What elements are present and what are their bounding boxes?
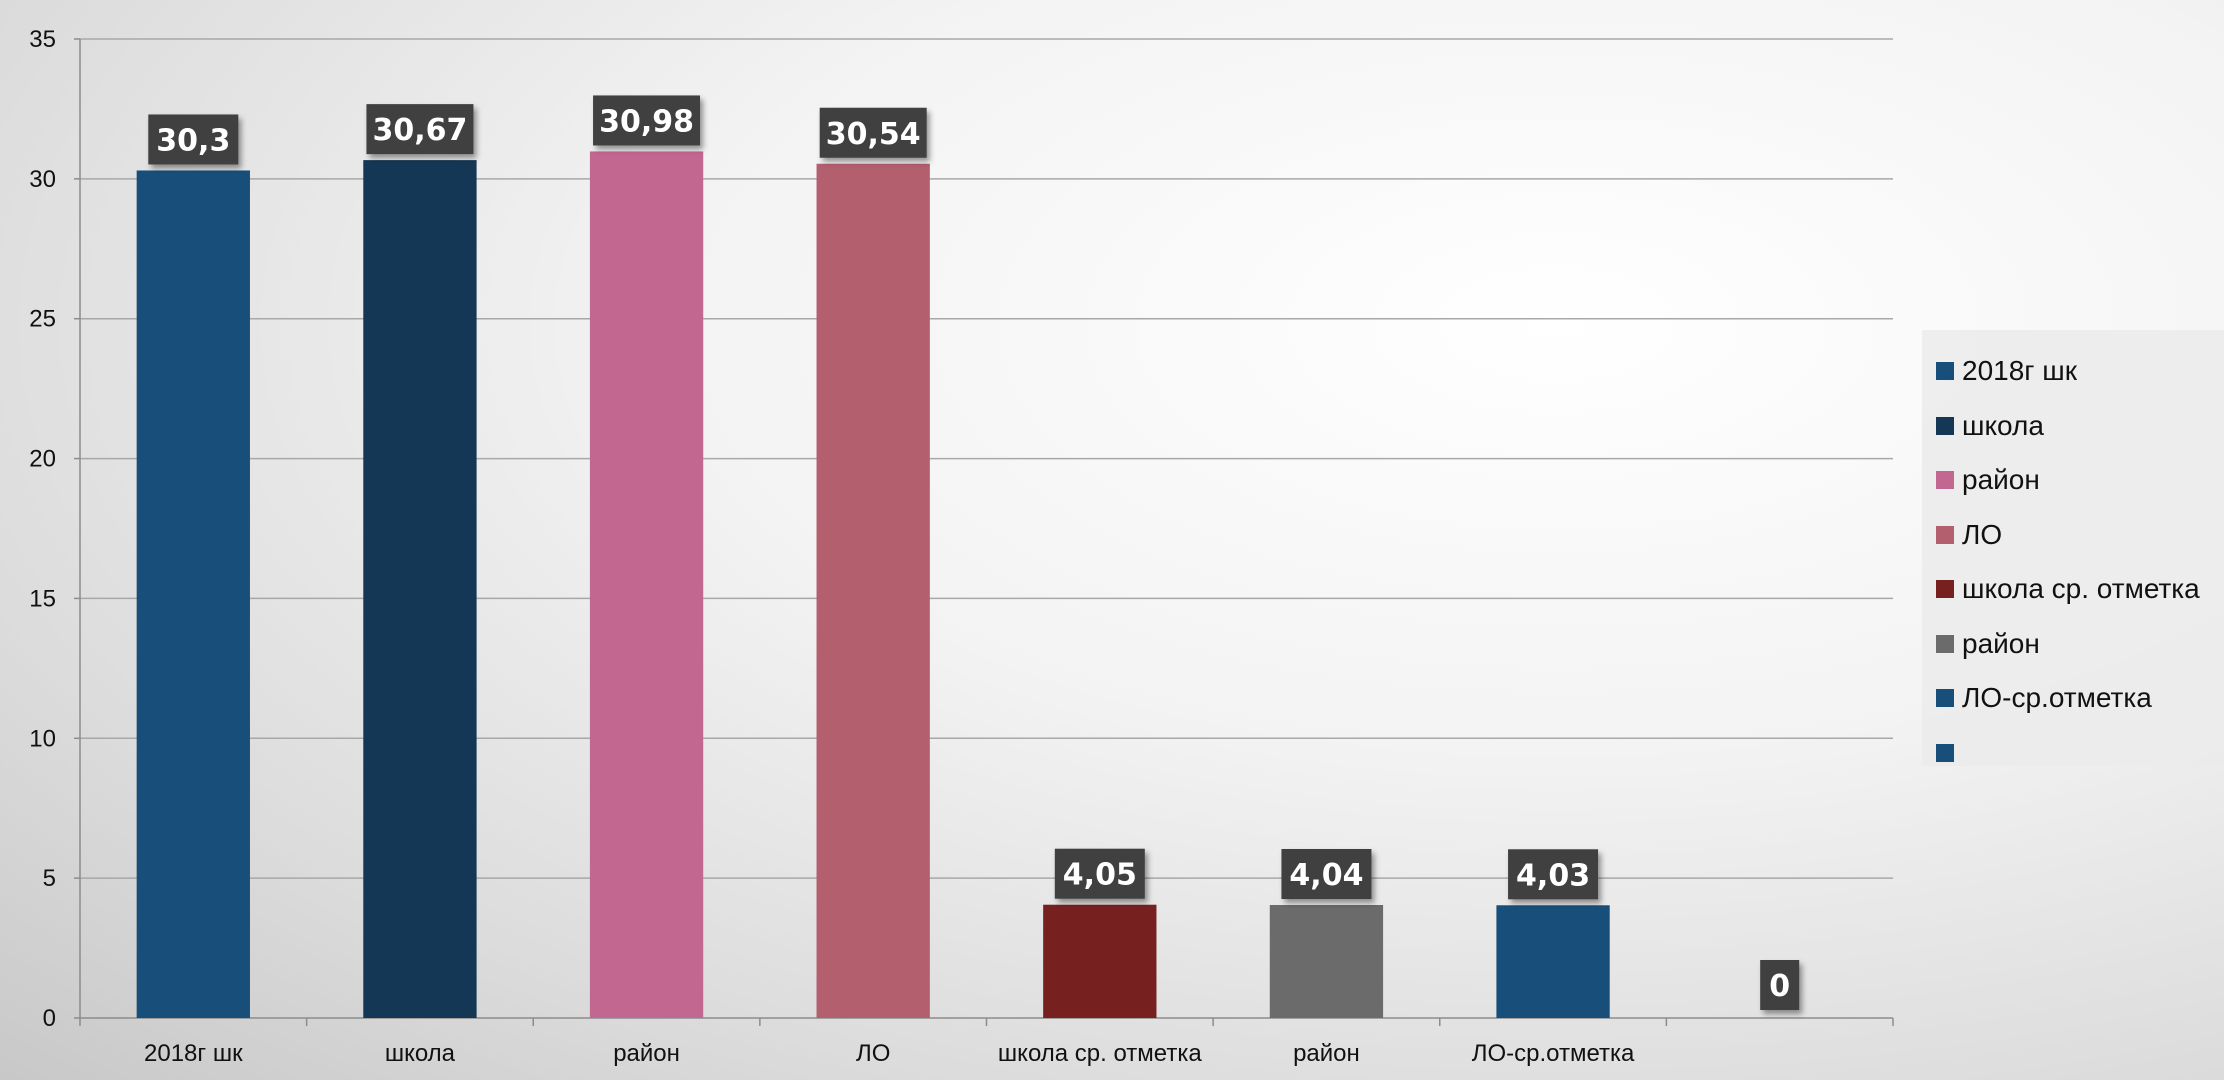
y-tick-label: 15 bbox=[29, 585, 56, 612]
legend-swatch bbox=[1936, 743, 1954, 762]
data-label-box bbox=[1054, 848, 1145, 899]
data-label-box bbox=[593, 95, 701, 146]
legend-swatch bbox=[1936, 416, 1954, 435]
y-tick-label: 25 bbox=[29, 306, 56, 333]
legend-item: ЛО-ср.отметка bbox=[1936, 678, 2152, 718]
legend-item: школа bbox=[1936, 406, 2044, 446]
x-category-label: школа bbox=[385, 1040, 456, 1067]
data-label: 4,03 bbox=[1516, 858, 1590, 893]
bar bbox=[1269, 904, 1384, 1018]
x-category-label: район bbox=[1293, 1040, 1360, 1067]
legend-swatch bbox=[1936, 362, 1954, 380]
legend-label: ЛО bbox=[1962, 518, 2003, 550]
y-tick-label: 35 bbox=[29, 26, 56, 53]
legend-swatch bbox=[1936, 689, 1954, 707]
bar bbox=[363, 160, 477, 1019]
legend-label: район bbox=[1962, 627, 2040, 659]
legend-swatch bbox=[1936, 525, 1954, 544]
data-label-box bbox=[1281, 848, 1372, 899]
bar bbox=[1496, 905, 1610, 1018]
y-tick-label: 10 bbox=[29, 725, 56, 752]
legend-label: район bbox=[1962, 464, 2040, 495]
y-tick-label: 20 bbox=[29, 446, 56, 473]
legend-label: ЛО-ср.отметка bbox=[1962, 682, 2152, 713]
bar bbox=[1043, 904, 1157, 1018]
data-label: 30,3 bbox=[156, 123, 230, 158]
data-label-box bbox=[1760, 960, 1800, 1010]
data-label-box bbox=[148, 114, 239, 165]
legend: 2018г шк школа район ЛО школа ср. отметка рай… bbox=[1922, 330, 2224, 766]
data-label: 4,05 bbox=[1063, 858, 1137, 893]
data-label-box bbox=[1508, 849, 1599, 900]
data-label: 30,98 bbox=[599, 104, 694, 139]
x-category-label: 2018г шк bbox=[144, 1040, 243, 1067]
legend-item bbox=[1936, 733, 1962, 773]
legend-label: школа ср. отметка bbox=[1962, 573, 2200, 604]
x-category-label: район bbox=[613, 1040, 680, 1067]
legend-item: ЛО bbox=[1936, 515, 2002, 555]
data-label: 30,54 bbox=[826, 117, 921, 152]
legend-swatch bbox=[1936, 471, 1954, 489]
x-category-label: ЛО bbox=[856, 1040, 890, 1067]
data-label-box bbox=[366, 104, 474, 155]
legend-label: 2018г шк bbox=[1962, 355, 2077, 386]
data-label-box bbox=[819, 107, 927, 158]
bar bbox=[589, 151, 704, 1019]
x-category-label: школа ср. отметка bbox=[998, 1040, 1202, 1067]
y-tick-label: 5 bbox=[43, 865, 56, 892]
legend-swatch bbox=[1936, 634, 1954, 653]
data-label: 30,67 bbox=[372, 113, 467, 148]
legend-item: 2018г шк bbox=[1936, 351, 2077, 391]
y-tick-label: 0 bbox=[43, 1005, 56, 1032]
legend-item: район bbox=[1936, 624, 2040, 664]
legend-item: район bbox=[1936, 460, 2040, 500]
legend-label: школа bbox=[1962, 409, 2044, 441]
bar bbox=[816, 163, 930, 1019]
y-tick-label: 30 bbox=[29, 166, 56, 193]
x-category-label: ЛО-ср.отметка bbox=[1472, 1040, 1635, 1067]
bar bbox=[136, 170, 250, 1019]
legend-item: школа ср. отметка bbox=[1936, 569, 2200, 609]
legend-swatch bbox=[1936, 580, 1954, 598]
data-label: 0 bbox=[1769, 969, 1790, 1004]
data-label: 4,04 bbox=[1289, 858, 1363, 893]
